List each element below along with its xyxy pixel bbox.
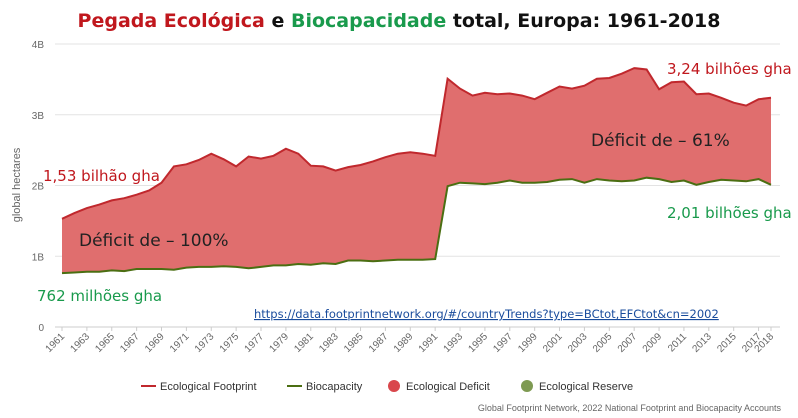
x-tick-label: 1971 bbox=[168, 331, 192, 355]
biocapacity-line bbox=[61, 176, 772, 275]
title-and: e bbox=[265, 10, 291, 32]
chart-title: Pegada Ecológica e Biocapacidade total, … bbox=[78, 10, 721, 32]
x-tick-label: 1997 bbox=[491, 331, 515, 355]
x-tick-label: 1967 bbox=[118, 331, 142, 355]
x-tick-label: 2015 bbox=[715, 331, 739, 355]
title-footprint: Pegada Ecológica bbox=[78, 10, 265, 32]
annotation-deficit-right: Déficit de – 61% bbox=[591, 131, 730, 151]
x-tick-label: 1995 bbox=[467, 331, 491, 355]
x-tick-label: 2003 bbox=[566, 331, 590, 355]
x-tick-label: 1985 bbox=[342, 331, 366, 355]
x-tick-label: 2013 bbox=[690, 331, 714, 355]
x-tick-label: 1983 bbox=[317, 331, 341, 355]
title-biocapacity: Biocapacidade bbox=[291, 10, 446, 32]
x-tick-label: 2001 bbox=[541, 331, 565, 355]
y-tick-label: 2B bbox=[32, 182, 45, 193]
y-tick-label: 0 bbox=[38, 323, 44, 334]
x-tick-label: 2009 bbox=[641, 331, 665, 355]
x-tick-label: 2005 bbox=[591, 331, 615, 355]
y-tick-label: 3B bbox=[32, 111, 45, 122]
legend: Ecological Footprint Biocapacity Ecologi… bbox=[141, 380, 633, 393]
y-tick-label: 1B bbox=[32, 252, 45, 263]
annotation-footprint-end: 3,24 bilhões gha bbox=[667, 60, 792, 78]
x-tick-labels: 1961 1963 1965 1967 1969 1971 1973 1975 1977 1979… bbox=[44, 327, 776, 355]
source-credit: Global Footprint Network, 2022 National … bbox=[478, 403, 782, 413]
annotation-footprint-start: 1,53 bilhão gha bbox=[43, 167, 160, 185]
x-tick-label: 2011 bbox=[666, 331, 689, 354]
x-tick-label: 1981 bbox=[292, 331, 316, 355]
x-tick-label: 1979 bbox=[268, 331, 292, 355]
annotation-deficit-left: Déficit de – 100% bbox=[79, 231, 229, 251]
legend-reserve-swatch bbox=[521, 380, 533, 392]
x-tick-label: 1977 bbox=[243, 331, 267, 355]
legend-deficit-swatch bbox=[388, 380, 400, 392]
x-tick-label: 1993 bbox=[442, 331, 466, 355]
y-tick-label: 4B bbox=[32, 40, 45, 51]
ecological-footprint-line bbox=[61, 67, 772, 220]
x-tick-label: 1961 bbox=[44, 331, 68, 355]
annotation-biocap-start: 762 milhões gha bbox=[37, 287, 162, 305]
source-link[interactable]: https://data.footprintnetwork.org/#/coun… bbox=[254, 307, 719, 321]
x-tick-label: 1991 bbox=[417, 331, 441, 355]
x-tick-label: 1973 bbox=[193, 331, 217, 355]
x-tick-label: 1963 bbox=[68, 331, 92, 355]
annotation-biocap-end: 2,01 bilhões gha bbox=[667, 204, 792, 222]
y-tick-labels: 0 1B 2B 3B 4B bbox=[32, 40, 45, 334]
title-rest: total, Europa: 1961-2018 bbox=[446, 10, 720, 32]
legend-biocapacity-label: Biocapacity bbox=[306, 381, 363, 393]
x-tick-label: 1999 bbox=[516, 331, 540, 355]
x-tick-label: 2007 bbox=[616, 331, 640, 355]
legend-reserve-label: Ecological Reserve bbox=[539, 381, 633, 393]
x-tick-label: 1975 bbox=[218, 331, 242, 355]
x-tick-label: 1969 bbox=[143, 331, 167, 355]
x-tick-label: 1965 bbox=[93, 331, 117, 355]
legend-deficit-label: Ecological Deficit bbox=[406, 381, 490, 393]
legend-footprint-label: Ecological Footprint bbox=[160, 381, 257, 393]
x-tick-label: 1989 bbox=[392, 331, 416, 355]
y-axis-label: global hectares bbox=[11, 147, 23, 222]
ecological-deficit-area bbox=[62, 68, 771, 274]
x-tick-label: 1987 bbox=[367, 331, 391, 355]
